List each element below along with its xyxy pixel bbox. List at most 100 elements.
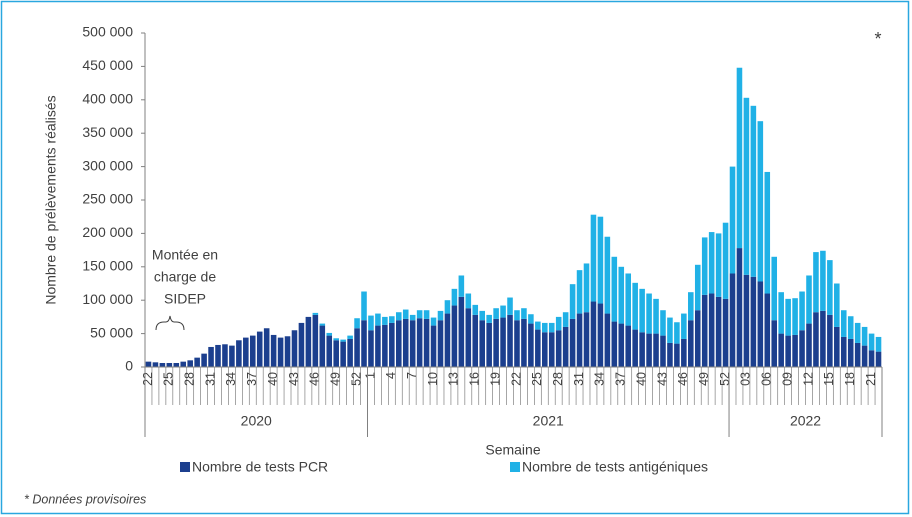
x-tick-label: 25 [162,372,176,386]
bar-segment [395,312,402,321]
x-tick-label: 25 [530,372,544,386]
x-tick-label: 03 [739,372,753,386]
bar-segment [785,335,791,367]
x-tick-label: 40 [634,372,648,386]
bar-segment [249,335,256,367]
bar-segment [409,314,416,321]
x-tick-label: 46 [308,372,322,386]
bar-segment [535,321,541,330]
bar-segment [646,333,652,367]
bar-segment [201,353,207,367]
bar-segment [416,310,423,319]
bar-segment [632,282,638,330]
x-tick-label: 37 [245,372,259,386]
bar-segment [375,313,381,326]
bar-segment [674,322,680,344]
legend-swatch [180,462,190,472]
bar-segment [263,328,270,367]
bar-segment [166,362,173,367]
bar-segment [215,344,221,367]
bar-segment [340,339,346,342]
bar-segment [542,322,548,333]
bar-segment [806,275,812,324]
annotation: Montée en [152,247,218,263]
bar-segment [430,325,437,367]
x-tick-label: 37 [614,372,628,386]
bar-segment [326,335,333,367]
bar-segment [792,298,798,335]
bar-segment [173,362,180,367]
x-tick-label: 34 [224,372,238,386]
bar-segment [861,326,868,346]
bar-segment [229,345,235,367]
bar-segment [368,315,374,331]
bar-segment [653,298,659,334]
bar-segment [256,331,263,367]
bar-segment [750,105,757,277]
bar-segment [708,293,715,367]
bar-segment [625,273,632,326]
bar-segment [333,340,339,367]
bar-segment [465,308,472,367]
y-tick-label: 250 000 [82,191,133,207]
bar-segment [402,309,409,319]
bar-segment [354,328,360,367]
bar-segment [486,314,492,323]
legend-swatch [510,462,520,472]
x-tick-label: 40 [266,372,280,386]
bar-segment [569,318,576,367]
y-tick-label: 500 000 [82,24,133,40]
bar-segment [778,333,784,367]
x-tick-label: 49 [697,372,711,386]
bar-segment [729,166,736,274]
bar-segment [757,121,764,282]
x-tick-label: 31 [572,372,586,386]
bar-segment [813,312,819,367]
bar-segment [590,214,597,302]
bar-segment [847,338,854,367]
bar-segment [521,308,527,319]
bar-segment [437,310,444,321]
bar-segment [562,312,569,327]
bar-segment [799,291,805,331]
bar-segment [409,320,416,367]
bar-segment [576,313,583,367]
bar-segment [715,296,722,367]
bar-segment [382,324,388,367]
x-tick-label: 16 [468,372,482,386]
bar-segment [548,332,555,367]
bar-segment [542,332,548,367]
asterisk: * [874,29,881,49]
x-tick-label: 21 [864,372,878,386]
group-label: 2022 [790,413,821,429]
bar-segment [236,340,242,367]
y-tick-label: 300 000 [82,157,133,173]
bar-segment [528,314,534,324]
bar-segment [458,275,465,297]
y-tick-label: 100 000 [82,291,133,307]
bar-segment [500,305,506,318]
y-tick-label: 150 000 [82,258,133,274]
x-tick-label: 46 [676,372,690,386]
bar-segment [305,316,312,367]
bar-segment [319,323,326,326]
bar-segment [389,316,395,323]
bar-segment [569,284,576,319]
bar-segment [618,266,625,324]
bar-segment [834,283,840,327]
x-tick-label: 43 [655,372,669,386]
bar-segment [479,310,485,321]
bar-segment [757,281,764,367]
bar-segment [500,317,506,367]
bar-segment [743,97,750,275]
bar-segment [395,320,402,367]
bar-segment [736,248,743,367]
bar-segment [639,332,645,367]
bar-segment [813,252,819,313]
bar-segment [834,326,840,367]
bar-segment [701,294,708,367]
bar-segment [444,300,451,314]
bar-segment [576,270,583,314]
